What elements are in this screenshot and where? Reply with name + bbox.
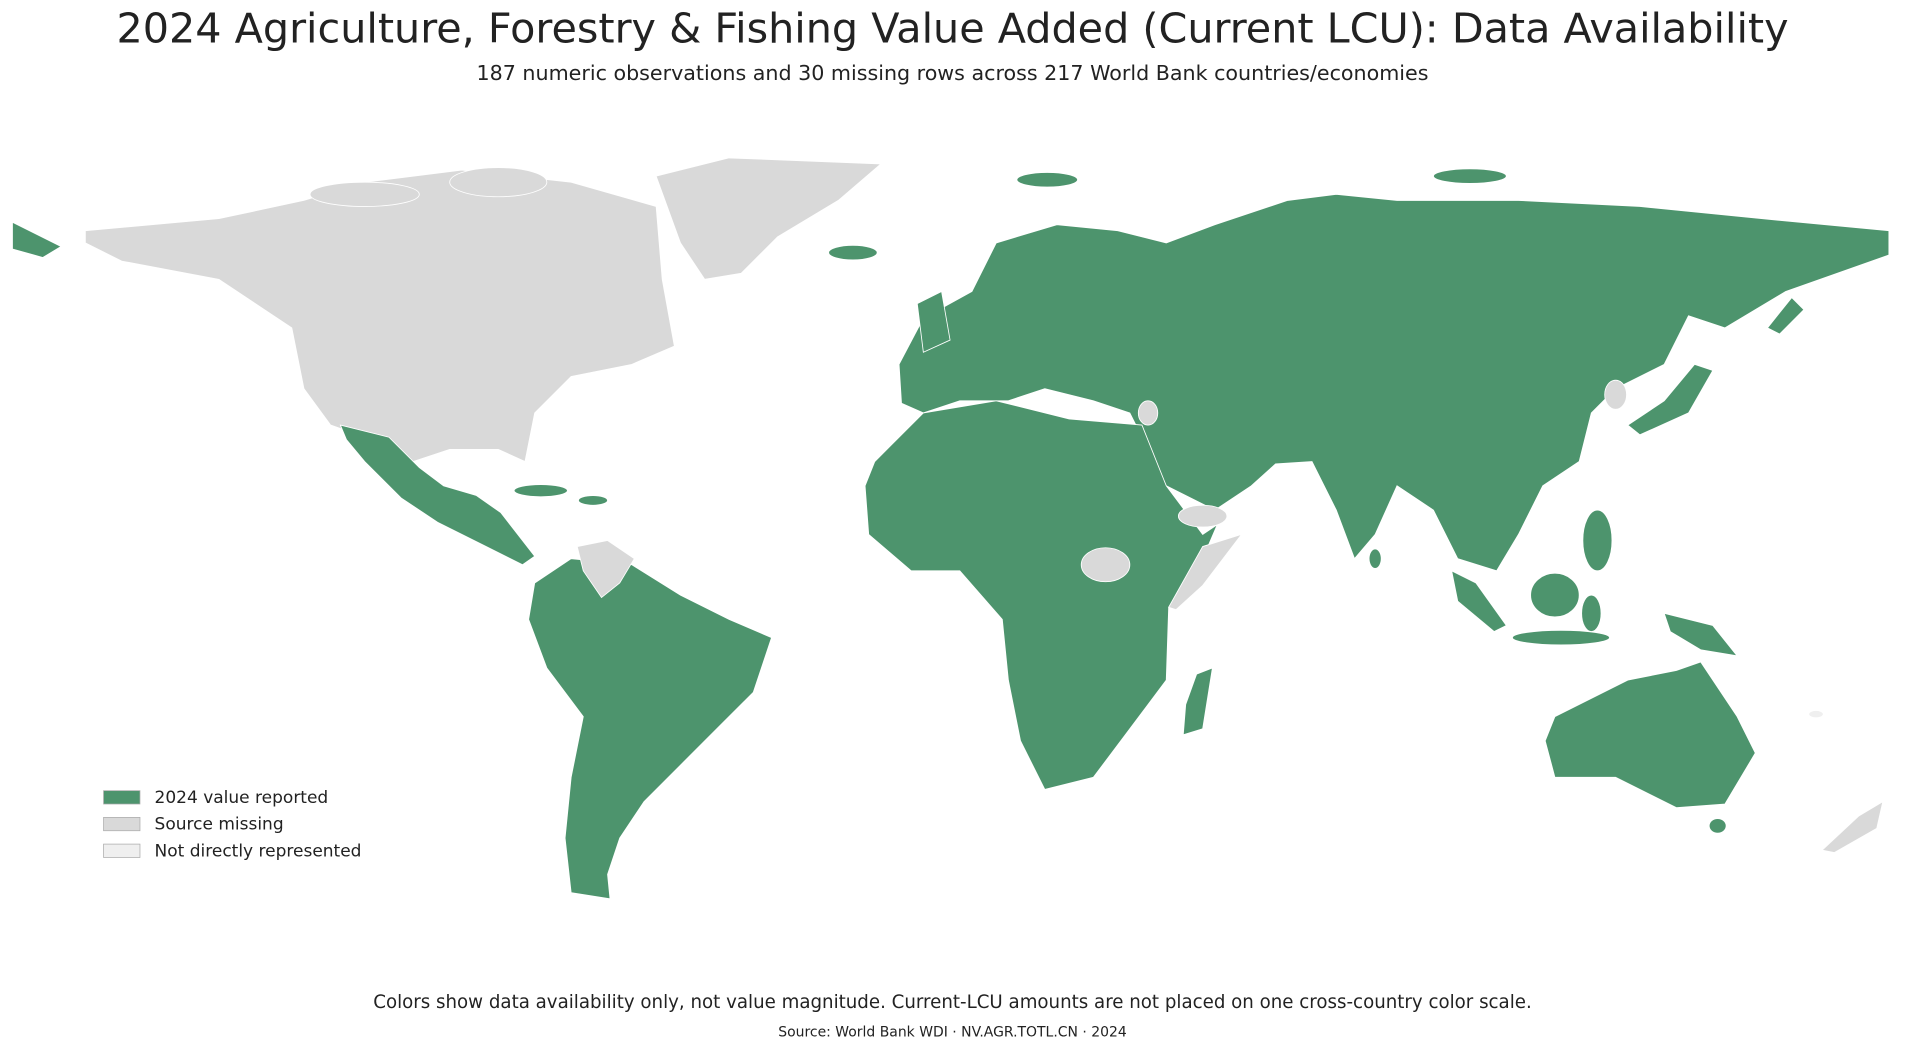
land: [513, 484, 568, 498]
land: [1544, 661, 1756, 809]
land: [1511, 629, 1610, 646]
legend-label: Source missing: [155, 815, 284, 835]
land: [1604, 379, 1627, 410]
legend-label: Not directly represented: [155, 841, 362, 861]
land: [1663, 612, 1739, 657]
land: [1582, 509, 1613, 572]
land: [1016, 172, 1079, 188]
land: [1821, 800, 1884, 854]
land: [1080, 547, 1131, 583]
land: [1182, 667, 1213, 736]
land: [1530, 572, 1580, 618]
land: [1766, 296, 1805, 335]
land: [449, 167, 548, 198]
land: [1581, 594, 1602, 632]
world-map: [12, 157, 1890, 900]
land: [1177, 504, 1228, 528]
land: [1708, 818, 1727, 834]
land: [577, 495, 608, 506]
land: [864, 400, 1219, 790]
land: [655, 157, 882, 280]
legend: 2024 value reported Source missing Not d…: [103, 788, 362, 861]
legend-swatch: [103, 790, 141, 805]
land: [1808, 710, 1824, 719]
legend-swatch: [103, 817, 141, 832]
land: [1368, 548, 1382, 569]
legend-swatch: [103, 843, 141, 858]
legend-label: 2024 value reported: [155, 788, 329, 808]
land: [12, 221, 62, 258]
land: [1137, 400, 1159, 426]
land: [528, 558, 773, 900]
land: [309, 181, 420, 207]
subtitle: 187 numeric observations and 30 missing …: [477, 61, 1429, 85]
land: [1168, 533, 1243, 611]
land: [828, 244, 878, 261]
source: Source: World Bank WDI · NV.AGR.TOTL.CN …: [778, 1024, 1127, 1040]
land: [1433, 168, 1507, 184]
land: [576, 540, 635, 599]
land: [84, 169, 675, 463]
land: [339, 424, 536, 566]
title: 2024 Agriculture, Forestry & Fishing Val…: [116, 5, 1788, 53]
land: [1451, 570, 1507, 633]
land: [916, 290, 951, 353]
land: [1627, 363, 1714, 436]
footnote: Colors show data availability only, not …: [373, 992, 1532, 1013]
